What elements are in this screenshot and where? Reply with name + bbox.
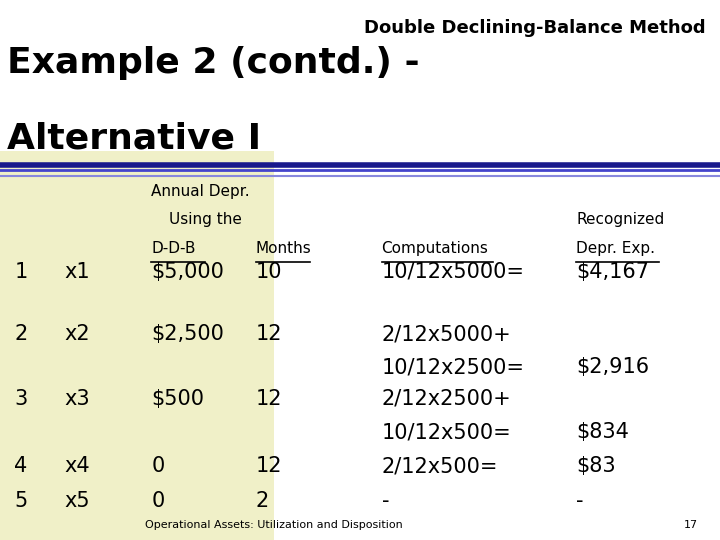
Text: 2/12x500=: 2/12x500= xyxy=(382,456,498,476)
Text: $2,916: $2,916 xyxy=(576,357,649,377)
Text: Double Declining-Balance Method: Double Declining-Balance Method xyxy=(364,19,706,37)
Text: $83: $83 xyxy=(576,456,616,476)
Text: 2/12x2500+: 2/12x2500+ xyxy=(382,389,511,409)
Text: Alternative I: Alternative I xyxy=(7,122,261,156)
Text: 0: 0 xyxy=(151,456,164,476)
Text: $834: $834 xyxy=(576,422,629,442)
Text: Depr. Exp.: Depr. Exp. xyxy=(576,241,655,256)
Text: 2/12x5000+: 2/12x5000+ xyxy=(382,324,511,344)
Text: 10: 10 xyxy=(256,262,282,282)
Text: 2: 2 xyxy=(256,491,269,511)
Text: x3: x3 xyxy=(65,389,91,409)
Text: x4: x4 xyxy=(65,456,91,476)
Text: 12: 12 xyxy=(256,456,282,476)
Text: $5,000: $5,000 xyxy=(151,262,224,282)
Text: Using the: Using the xyxy=(169,212,242,227)
Text: 10/12x500=: 10/12x500= xyxy=(382,422,511,442)
Text: Recognized: Recognized xyxy=(576,212,665,227)
Text: 5: 5 xyxy=(14,491,27,511)
Text: -: - xyxy=(382,491,389,511)
Text: Months: Months xyxy=(256,241,311,256)
Text: x1: x1 xyxy=(65,262,91,282)
Text: 3: 3 xyxy=(14,389,27,409)
Text: 4: 4 xyxy=(14,456,27,476)
Text: 2: 2 xyxy=(14,324,27,344)
Text: D-D-B: D-D-B xyxy=(151,241,196,256)
Text: Operational Assets: Utilization and Disposition: Operational Assets: Utilization and Disp… xyxy=(145,520,402,530)
Text: 12: 12 xyxy=(256,324,282,344)
Text: 10/12x2500=: 10/12x2500= xyxy=(382,357,525,377)
Text: x2: x2 xyxy=(65,324,91,344)
Text: $4,167: $4,167 xyxy=(576,262,649,282)
Text: 1: 1 xyxy=(14,262,27,282)
Text: Computations: Computations xyxy=(382,241,488,256)
FancyBboxPatch shape xyxy=(0,151,274,540)
Text: x5: x5 xyxy=(65,491,91,511)
Text: Annual Depr.: Annual Depr. xyxy=(151,184,250,199)
Text: 0: 0 xyxy=(151,491,164,511)
Text: -: - xyxy=(576,491,583,511)
Text: $500: $500 xyxy=(151,389,204,409)
Text: 17: 17 xyxy=(684,520,698,530)
Text: 10/12x5000=: 10/12x5000= xyxy=(382,262,525,282)
Text: Example 2 (contd.) -: Example 2 (contd.) - xyxy=(7,46,420,80)
Text: 12: 12 xyxy=(256,389,282,409)
Text: $2,500: $2,500 xyxy=(151,324,224,344)
